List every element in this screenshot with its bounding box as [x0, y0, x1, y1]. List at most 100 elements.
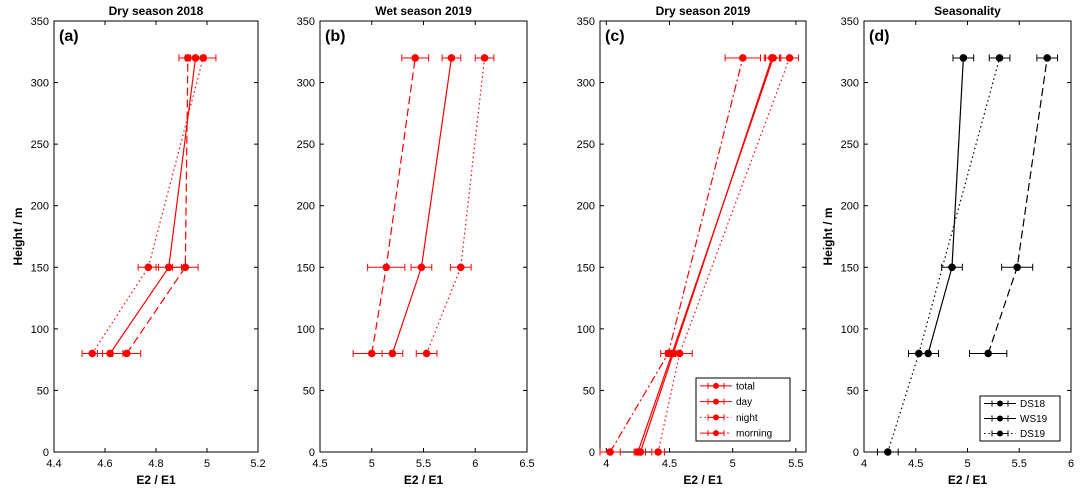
legend-label: morning [736, 429, 772, 440]
data-point [769, 54, 777, 62]
y-tick-label: 250 [841, 139, 859, 151]
data-point [122, 349, 131, 358]
series-2 [415, 54, 495, 358]
y-tick-label: 350 [31, 16, 49, 28]
data-point [417, 263, 426, 272]
legend-marker [713, 414, 719, 421]
y-tick-label: 250 [31, 139, 49, 151]
x-tick-label: 6 [1068, 458, 1074, 470]
series-3 [352, 54, 430, 358]
legend-marker [997, 415, 1003, 422]
x-tick-label: 5 [204, 458, 210, 470]
y-tick-label: 200 [297, 201, 315, 213]
y-tick-label: 50 [583, 385, 595, 397]
series-WS19 [969, 54, 1059, 358]
legend-label: DS18 [1020, 399, 1045, 410]
panel-b: 0 50 100 150 200 250 300 350 4.5 5 5.5 6 6.5 Wet seas… [297, 4, 535, 487]
x-tick-label: 5 [369, 458, 375, 470]
panel-d: 0 50 100 150 200 250 300 350 4 4.5 5 5.5 6 Seasonalit… [821, 4, 1074, 487]
y-tick-label: 250 [577, 139, 595, 151]
series-3 [112, 54, 199, 358]
panel-label: (b) [325, 28, 345, 45]
data-point [88, 349, 97, 358]
series-line [391, 57, 453, 354]
series-line [927, 57, 964, 354]
y-tick-label: 300 [841, 78, 859, 90]
data-point [884, 448, 892, 456]
data-point [984, 349, 993, 358]
series-2 [81, 54, 217, 358]
data-point [675, 349, 684, 358]
axes-box [53, 20, 259, 453]
axes-box [319, 20, 528, 453]
y-tick-label: 50 [303, 385, 315, 397]
x-axis-label: E2 / E1 [683, 473, 723, 487]
legend-box [695, 377, 791, 442]
legend: DS18 WS19 DS19 [979, 395, 1061, 442]
y-tick-label: 150 [297, 262, 315, 274]
data-point [480, 54, 489, 62]
data-point [739, 54, 747, 62]
y-tick-label: 200 [841, 201, 859, 213]
series-line [109, 57, 197, 354]
panel-label: (a) [59, 28, 79, 45]
y-tick-label: 100 [297, 324, 315, 336]
series-1 [381, 54, 462, 358]
x-tick-label: 4.5 [662, 458, 677, 470]
legend-marker [997, 430, 1003, 437]
x-axis-label: E2 / E1 [948, 473, 988, 487]
y-axis-label: Height / m [821, 207, 835, 265]
y-tick-label: 100 [31, 324, 49, 336]
legend-marker [713, 398, 719, 405]
y-tick-label: 200 [577, 201, 595, 213]
data-point [447, 54, 456, 62]
panel-a: 0 50 100 150 200 250 300 350 4.4 4.6 4.8 5 5.2 Dry se… [11, 4, 266, 487]
data-point [959, 54, 968, 62]
legend-marker [713, 382, 719, 389]
x-tick-label: 4 [861, 458, 867, 470]
series-line [126, 57, 189, 354]
x-tick-label: 5.5 [1012, 458, 1027, 470]
data-point [915, 349, 923, 358]
series-morning [599, 54, 762, 456]
y-tick-label: 350 [577, 16, 595, 28]
y-tick-label: 200 [31, 201, 49, 213]
data-point [164, 263, 173, 272]
x-tick-label: 5.2 [250, 458, 265, 470]
x-axis-label: E2 / E1 [404, 473, 444, 487]
x-tick-label: 4.4 [46, 458, 61, 470]
y-tick-label: 250 [297, 139, 315, 151]
y-tick-label: 0 [309, 447, 315, 459]
x-tick-label: 4.5 [908, 458, 923, 470]
data-point [456, 263, 465, 272]
legend-marker [997, 400, 1003, 407]
data-point [948, 263, 956, 272]
legend-label: night [736, 413, 758, 424]
panel-title: Dry season 2018 [109, 4, 204, 18]
data-point [995, 54, 1004, 62]
x-tick-label: 5 [964, 458, 970, 470]
series-line [987, 57, 1048, 354]
data-point [785, 54, 794, 62]
data-point [184, 54, 192, 62]
y-tick-label: 300 [297, 78, 315, 90]
panel-label: (d) [869, 28, 889, 45]
x-tick-label: 6.5 [519, 458, 534, 470]
y-tick-label: 100 [577, 324, 595, 336]
series-DS18 [917, 54, 975, 358]
panel-c: 0 50 100 150 200 250 300 350 4 4.5 5 5.5 Dry season … [577, 4, 807, 487]
data-point [634, 448, 642, 456]
data-point [199, 54, 207, 62]
series-DS19 [876, 54, 1011, 456]
series-line [887, 57, 1001, 453]
x-tick-label: 4.5 [312, 458, 327, 470]
x-tick-label: 6 [472, 458, 478, 470]
y-tick-label: 300 [577, 78, 595, 90]
legend-marker [713, 430, 719, 437]
legend-label: day [736, 397, 752, 408]
y-tick-label: 100 [841, 324, 859, 336]
y-tick-label: 0 [43, 447, 49, 459]
series-line [91, 57, 204, 354]
data-point [606, 448, 614, 456]
